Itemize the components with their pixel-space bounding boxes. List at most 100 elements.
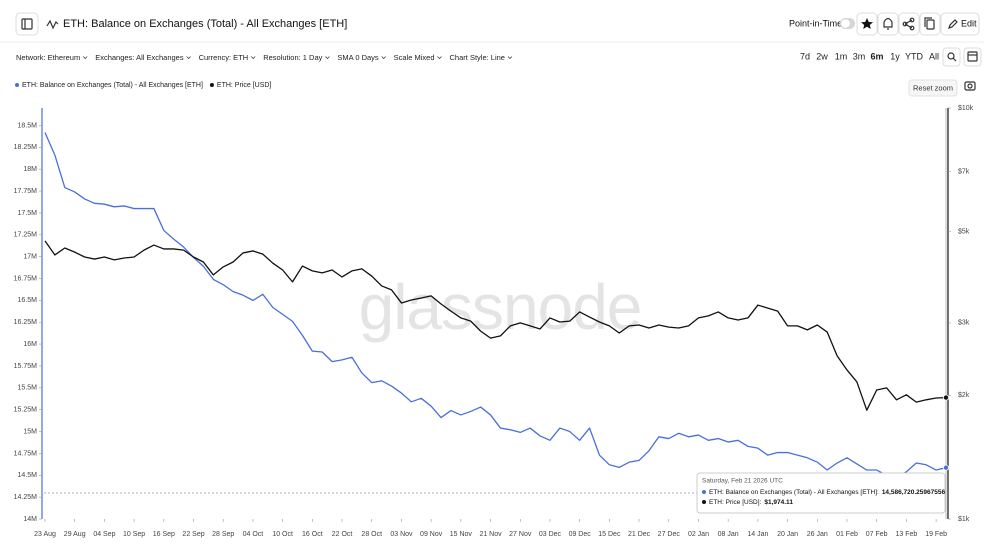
- point-in-time-label: Point-in-Time: [789, 18, 842, 28]
- x-tick-label: 02 Jan: [688, 531, 709, 538]
- y-tick-label: 14.75M: [14, 450, 38, 457]
- tooltip-row: ETH: Price [USD]: $1,974.11: [709, 499, 793, 506]
- filter-dropdown[interactable]: Scale Mixed: [394, 53, 435, 62]
- x-tick-label: 04 Sep: [93, 531, 115, 538]
- range-button[interactable]: YTD: [905, 51, 924, 61]
- range-button[interactable]: 2w: [816, 51, 828, 61]
- range-button[interactable]: 7d: [800, 51, 810, 61]
- zoom-icon: [947, 52, 955, 60]
- x-tick-label: 20 Jan: [777, 531, 798, 538]
- x-tick-label: 15 Dec: [598, 531, 621, 538]
- share-dot: [902, 21, 908, 27]
- tooltip: Saturday, Feb 21 2026 UTC ETH: Balance o…: [696, 472, 946, 514]
- edit-label: Edit: [961, 18, 977, 28]
- x-tick-label: 27 Nov: [509, 531, 532, 538]
- pencil-icon: [948, 19, 958, 29]
- dropdown-chevron: [381, 56, 386, 60]
- zoom-select-button[interactable]: [942, 47, 961, 67]
- watermark: glassnode: [359, 271, 642, 343]
- star-icon: [861, 18, 873, 29]
- copy-icon: [926, 19, 935, 30]
- tooltip-box: [696, 472, 946, 514]
- x-tick-label: 27 Dec: [658, 531, 681, 538]
- tooltip-label: ETH: Balance on Exchanges (Total) - All …: [709, 489, 879, 496]
- copy-icon-back: [924, 17, 932, 27]
- dropdown-chevron: [250, 56, 256, 60]
- legend-label[interactable]: ETH: Balance on Exchanges (Total) - All …: [22, 82, 203, 89]
- camera-icon[interactable]: [964, 81, 976, 91]
- sidebar-icon: [21, 18, 33, 30]
- share-dot: [909, 17, 915, 23]
- x-tick-label: 21 Dec: [628, 531, 651, 538]
- dropdown-chevron: [325, 56, 330, 60]
- range-button[interactable]: All: [929, 51, 939, 61]
- filter-dropdown[interactable]: Currency: ETH: [199, 53, 249, 62]
- y2-tick-label: $1k: [958, 516, 970, 523]
- edit-button[interactable]: [940, 12, 980, 36]
- tooltip-swatch: [702, 490, 706, 494]
- copy-button[interactable]: [919, 12, 941, 36]
- y-tick-label: 18.25M: [14, 144, 38, 151]
- filter-dropdown[interactable]: Chart Style: Line: [450, 53, 505, 62]
- tooltip-row: ETH: Balance on Exchanges (Total) - All …: [709, 489, 945, 496]
- x-tick-label: 10 Oct: [272, 531, 293, 538]
- filter-dropdown[interactable]: Network: Ethereum: [16, 53, 80, 62]
- y-tick-label: 18.5M: [18, 122, 38, 129]
- filter-dropdown[interactable]: Resolution: 1 Day: [263, 53, 322, 62]
- share-dot: [909, 25, 915, 31]
- x-tick-label: 28 Oct: [361, 531, 382, 538]
- calendar-button[interactable]: [963, 47, 982, 67]
- page-title: ETH: Balance on Exchanges (Total) - All …: [63, 18, 347, 30]
- y2-tick-label: $10k: [958, 105, 974, 112]
- last-point-marker: [943, 464, 950, 471]
- range-button[interactable]: 1y: [890, 51, 900, 61]
- range-button[interactable]: 3m: [853, 51, 866, 61]
- dropdown-chevron: [507, 56, 513, 60]
- y-tick-label: 17.5M: [18, 210, 38, 217]
- last-point-marker: [943, 394, 950, 401]
- x-tick-label: 07 Feb: [866, 531, 888, 538]
- y-tick-label: 15.5M: [18, 385, 38, 392]
- share-button[interactable]: [898, 12, 920, 36]
- legend-label[interactable]: ETH: Price [USD]: [217, 82, 272, 89]
- y2-tick-label: $3k: [958, 320, 970, 327]
- toggle-knob: [841, 19, 850, 28]
- y-tick-label: 16.5M: [18, 297, 38, 304]
- x-tick-label: 04 Oct: [243, 531, 264, 538]
- metric-icon: [46, 19, 59, 30]
- series-line: [44, 132, 947, 478]
- tooltip-label: ETH: Price [USD]:: [709, 499, 762, 506]
- series-line: [44, 240, 947, 411]
- camera-lens: [967, 83, 973, 89]
- y-tick-label: 15.75M: [14, 363, 38, 370]
- x-tick-label: 26 Jan: [807, 531, 828, 538]
- tooltip-value: $1,974.11: [764, 499, 793, 506]
- x-tick-label: 16 Sep: [153, 531, 175, 538]
- x-tick-label: 16 Oct: [302, 531, 323, 538]
- bell-icon: [883, 17, 893, 30]
- x-tick-label: 01 Feb: [836, 531, 858, 538]
- calendar-icon: [967, 51, 978, 62]
- range-button[interactable]: 1m: [835, 51, 848, 61]
- dropdown-chevron: [82, 56, 88, 60]
- filter-dropdown[interactable]: SMA 0 Days: [337, 53, 379, 62]
- sidebar-button[interactable]: [15, 12, 39, 36]
- filter-dropdown[interactable]: Exchanges: All Exchanges: [95, 53, 184, 62]
- plot-area: 14M 14.25M 14.5M 14.75M 15M 15.25M 15.5M 15.75M…: [14, 105, 974, 538]
- range-button[interactable]: 6m: [870, 51, 883, 61]
- x-tick-label: 28 Sep: [212, 531, 234, 538]
- x-tick-label: 15 Nov: [450, 531, 473, 538]
- alert-button[interactable]: [877, 12, 899, 36]
- y-tick-label: 17.75M: [14, 188, 38, 195]
- y-tick-label: 14M: [23, 516, 37, 523]
- y-tick-label: 17.25M: [14, 232, 38, 239]
- x-tick-label: 22 Oct: [332, 531, 353, 538]
- x-tick-label: 09 Dec: [569, 531, 592, 538]
- dropdown-chevron: [437, 56, 442, 60]
- tooltip-swatch: [702, 500, 706, 504]
- y-tick-label: 16.25M: [14, 319, 38, 326]
- x-tick-label: 22 Sep: [182, 531, 204, 538]
- reset-zoom-button[interactable]: [908, 79, 958, 97]
